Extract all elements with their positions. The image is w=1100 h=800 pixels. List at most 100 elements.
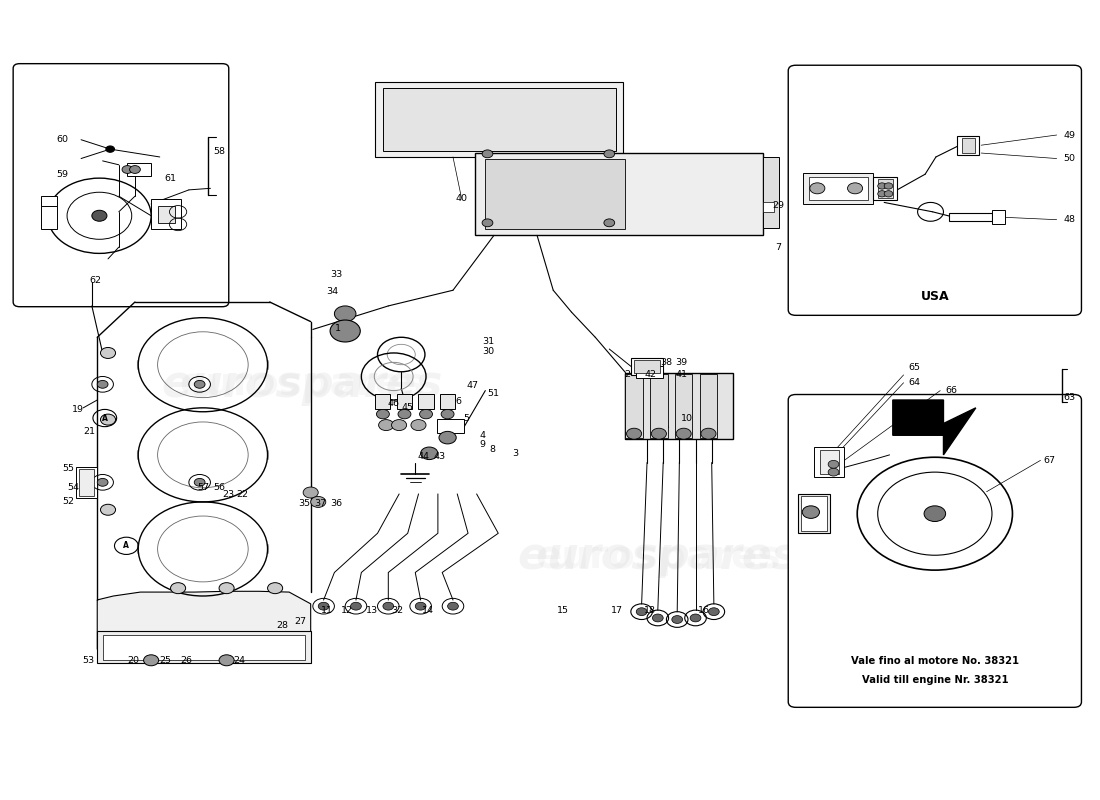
Circle shape (878, 190, 887, 197)
Bar (437, 419, 464, 433)
Text: 45: 45 (402, 403, 414, 412)
Text: 17: 17 (610, 606, 623, 614)
Text: 10: 10 (681, 414, 693, 423)
Circle shape (676, 428, 691, 439)
Text: 2: 2 (625, 370, 630, 378)
Bar (151, 199, 182, 229)
Text: 21: 21 (84, 427, 96, 436)
Text: 65: 65 (909, 362, 921, 371)
Text: Valid till engine Nr. 38321: Valid till engine Nr. 38321 (861, 675, 1009, 685)
Text: 41: 41 (675, 370, 688, 378)
Text: 18: 18 (645, 606, 657, 614)
Circle shape (398, 410, 411, 419)
Bar (474, 153, 763, 235)
Bar (440, 394, 455, 410)
Text: 13: 13 (366, 606, 378, 614)
Text: 25: 25 (160, 656, 172, 665)
Text: 64: 64 (909, 378, 921, 387)
Bar (763, 202, 774, 212)
Text: 14: 14 (422, 606, 435, 614)
Text: 30: 30 (483, 347, 495, 356)
Circle shape (100, 414, 116, 425)
Text: 40: 40 (455, 194, 468, 203)
Bar (397, 394, 412, 410)
Text: eurospares: eurospares (162, 363, 442, 406)
Circle shape (636, 608, 647, 616)
Text: 35: 35 (298, 499, 310, 508)
Text: eurospares: eurospares (535, 538, 781, 576)
Circle shape (195, 380, 205, 388)
Bar (808, 177, 868, 200)
Text: 24: 24 (233, 656, 245, 665)
Circle shape (482, 219, 493, 226)
Circle shape (441, 410, 454, 419)
Bar (957, 136, 979, 155)
Circle shape (802, 506, 820, 518)
Text: 16: 16 (698, 606, 711, 614)
Circle shape (144, 654, 158, 666)
Text: 56: 56 (213, 483, 226, 492)
Circle shape (351, 602, 361, 610)
Circle shape (884, 190, 893, 197)
Text: 62: 62 (89, 276, 101, 286)
Circle shape (195, 478, 205, 486)
Circle shape (91, 210, 107, 222)
Circle shape (884, 183, 893, 189)
Circle shape (878, 183, 887, 189)
Text: 4: 4 (480, 430, 485, 440)
Circle shape (378, 419, 394, 430)
Bar (626, 373, 734, 439)
Text: 19: 19 (72, 405, 84, 414)
Text: 54: 54 (67, 483, 79, 492)
Text: 8: 8 (490, 445, 496, 454)
Text: 55: 55 (62, 464, 74, 473)
Circle shape (392, 419, 407, 430)
Text: 11: 11 (321, 606, 333, 614)
Circle shape (847, 183, 862, 194)
Text: 33: 33 (330, 270, 343, 279)
Circle shape (439, 431, 456, 444)
Text: 38: 38 (660, 358, 672, 367)
Circle shape (318, 602, 329, 610)
Text: 27: 27 (294, 617, 306, 626)
Text: 66: 66 (945, 386, 957, 395)
Text: USA: USA (921, 290, 949, 303)
Circle shape (330, 320, 361, 342)
Text: 31: 31 (483, 337, 495, 346)
Bar (878, 179, 893, 198)
Circle shape (701, 428, 716, 439)
Circle shape (304, 487, 318, 498)
Text: 48: 48 (1064, 215, 1076, 224)
Bar (418, 394, 433, 410)
Circle shape (419, 410, 432, 419)
Text: 39: 39 (675, 358, 688, 367)
Bar (626, 374, 642, 438)
Text: 29: 29 (772, 201, 784, 210)
Text: 22: 22 (236, 490, 249, 499)
Circle shape (627, 428, 641, 439)
Text: 7: 7 (776, 242, 781, 252)
Bar (873, 177, 898, 200)
Bar (820, 450, 839, 474)
Text: 51: 51 (487, 390, 499, 398)
Text: 57: 57 (197, 483, 209, 492)
Text: 23: 23 (222, 490, 234, 499)
Bar (803, 173, 873, 204)
Text: 1: 1 (334, 324, 341, 333)
Circle shape (810, 183, 825, 194)
Circle shape (376, 410, 389, 419)
Bar (157, 206, 175, 223)
Bar (992, 210, 1005, 224)
Circle shape (122, 166, 133, 174)
Bar (650, 374, 668, 438)
Text: 67: 67 (1043, 456, 1055, 465)
Text: eurospares: eurospares (179, 366, 425, 403)
Circle shape (170, 582, 186, 594)
Bar (801, 497, 827, 531)
Bar (128, 163, 151, 176)
Text: Vale fino al motore No. 38321: Vale fino al motore No. 38321 (850, 656, 1019, 666)
Bar (383, 88, 616, 150)
Text: 61: 61 (165, 174, 176, 183)
Circle shape (672, 616, 683, 623)
Bar (961, 138, 975, 153)
